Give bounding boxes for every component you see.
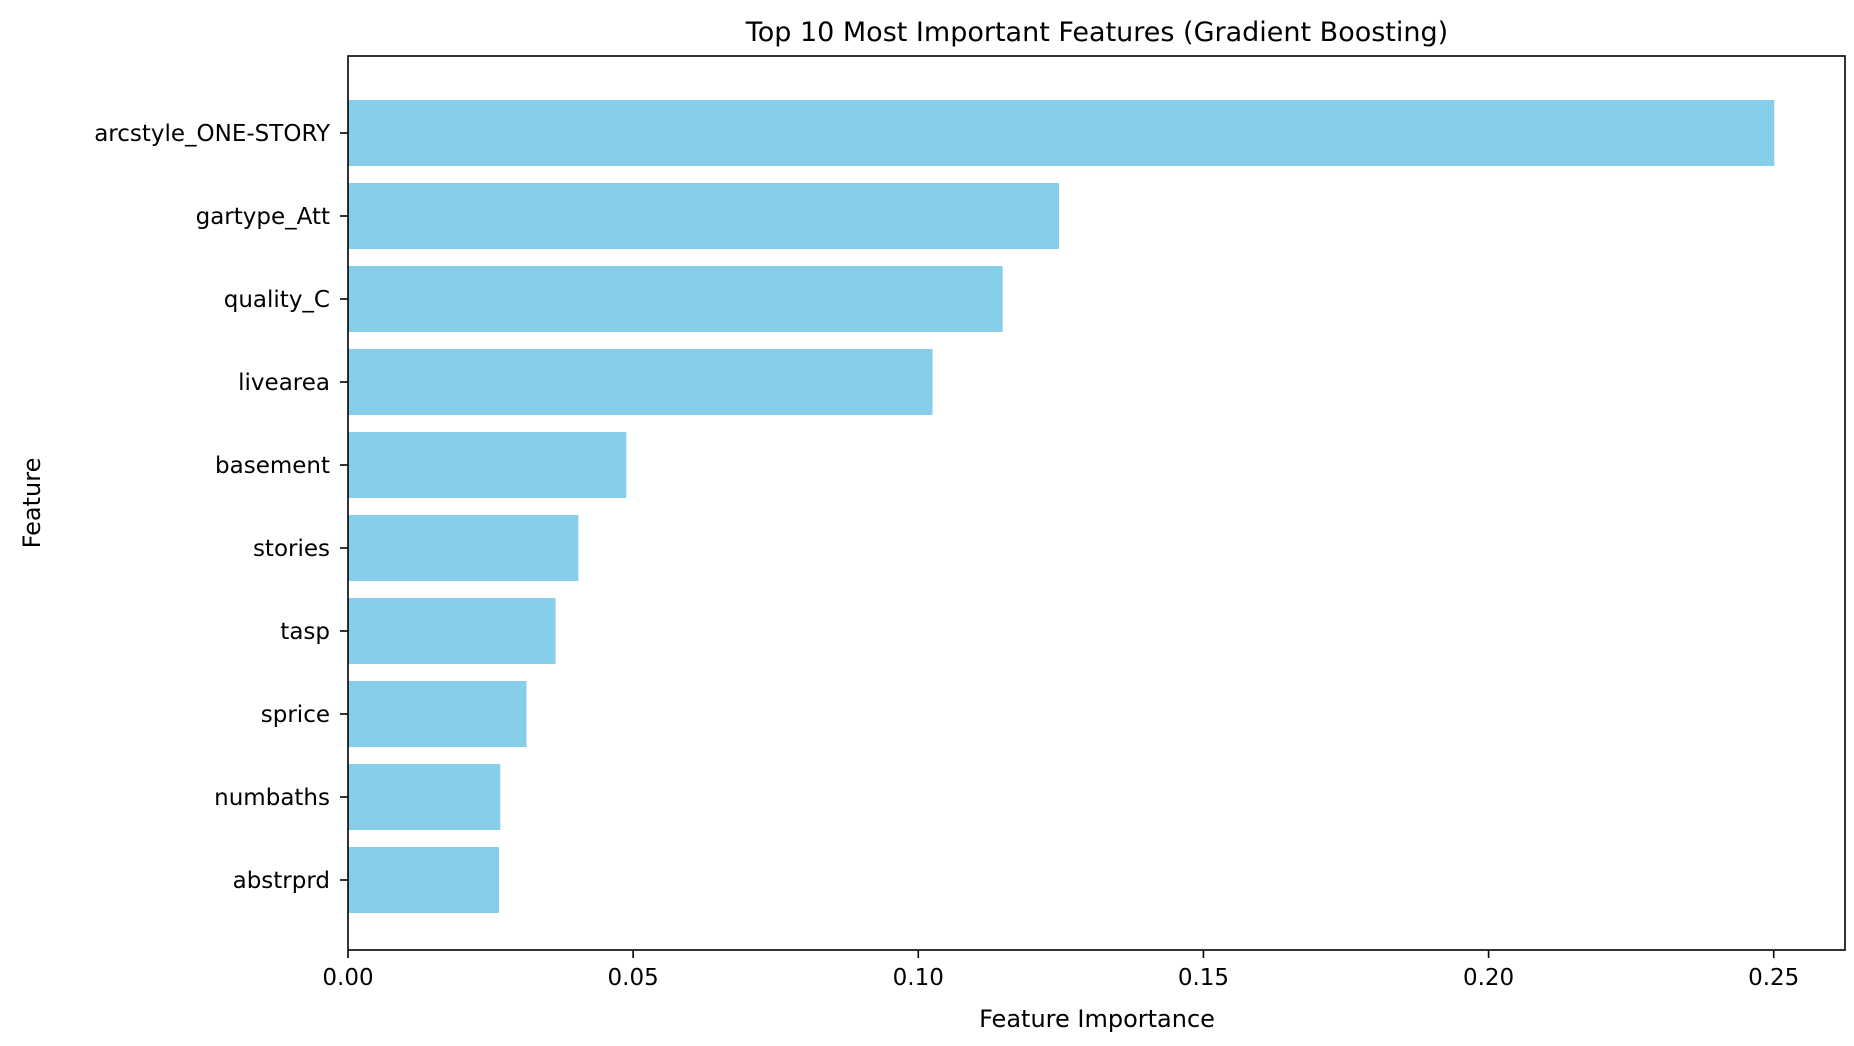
y-tick-label-basement: basement <box>215 453 330 479</box>
y-tick-label-numbaths: numbaths <box>214 785 330 811</box>
y-tick-label-stories: stories <box>253 536 330 562</box>
y-tick-label-abstrprd: abstrprd <box>233 868 330 894</box>
y-axis-ticks: arcstyle_ONE-STORY gartype_Att quality_Cli… <box>94 121 348 894</box>
y-tick-label-sprice: sprice <box>261 702 330 728</box>
x-tick-label: 0.25 <box>1748 965 1799 991</box>
bar-livearea <box>348 349 933 415</box>
x-tick-label: 0.10 <box>893 965 944 991</box>
x-axis-ticks: 0.00 0.05 0.10 0.15 0.20 0.25 <box>322 950 1799 991</box>
plot-area-frame <box>347 55 1846 951</box>
bar-numbaths <box>348 764 501 830</box>
bar-gartype-att <box>348 183 1060 249</box>
y-tick-label-arcstyle-one-story: arcstyle_ONE-STORY <box>94 121 331 147</box>
y-tick-label-livearea: livearea <box>238 370 330 396</box>
x-tick-label: 0.20 <box>1463 965 1514 991</box>
bar-abstrprd <box>348 847 500 913</box>
bar-stories <box>348 515 579 581</box>
y-tick-label-tasp: tasp <box>280 619 330 645</box>
x-tick-label: 0.05 <box>608 965 659 991</box>
x-tick-label: 0.00 <box>322 965 373 991</box>
x-tick-label: 0.15 <box>1178 965 1229 991</box>
bar-basement <box>348 432 627 498</box>
chart-title: Top 10 Most Important Features (Gradient… <box>745 17 1448 48</box>
bar-tasp <box>348 598 556 664</box>
y-axis-label: Feature <box>18 458 46 549</box>
y-tick-label-gartype-att: gartype_Att <box>196 204 330 230</box>
bar-sprice <box>348 681 527 747</box>
bars-group <box>348 100 1775 913</box>
bar-arcstyle-one-story <box>348 100 1775 166</box>
x-axis-label: Feature Importance <box>979 1005 1215 1033</box>
bar-quality-c <box>348 266 1003 332</box>
y-tick-label-quality-c: quality_C <box>224 287 330 313</box>
